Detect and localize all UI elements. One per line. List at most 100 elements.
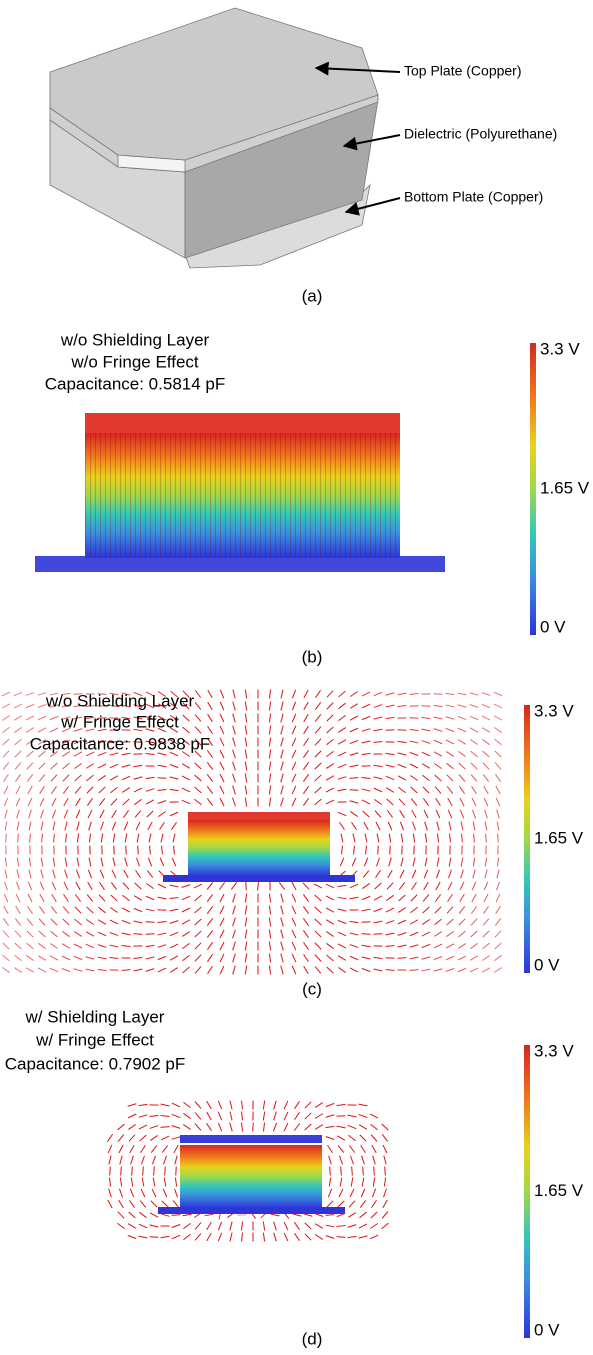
field-arrow <box>182 714 190 722</box>
field-arrow <box>62 918 70 926</box>
field-arrow <box>384 1166 386 1176</box>
field-arrow <box>280 773 284 783</box>
field-arrow <box>291 761 297 771</box>
field-arrow <box>182 738 190 746</box>
field-arrow <box>458 918 466 926</box>
field-arrow <box>361 799 371 805</box>
field-arrow <box>194 1123 202 1131</box>
field-arrow <box>364 833 368 843</box>
field-arrow <box>325 763 335 769</box>
field-arrow <box>194 726 202 734</box>
field-arrow <box>447 809 453 819</box>
field-arrow <box>361 788 371 792</box>
field-arrow <box>121 692 131 696</box>
field-arrow <box>157 955 167 961</box>
field-arrow <box>109 740 119 744</box>
field-arrow <box>280 929 284 939</box>
field-arrow <box>98 894 106 902</box>
field-arrow <box>232 905 236 915</box>
field-arrow <box>302 918 310 926</box>
field-arrow <box>447 797 453 807</box>
field-arrow <box>64 821 68 831</box>
field-arrow <box>3 797 9 807</box>
field-arrow <box>303 941 309 951</box>
field-arrow <box>326 942 334 950</box>
field-arrow <box>232 917 236 927</box>
field-arrow <box>147 821 153 831</box>
field-arrow <box>400 833 404 843</box>
field-arrow <box>280 917 284 927</box>
field-arrow <box>326 954 334 962</box>
field-arrow <box>241 1111 243 1121</box>
field-arrow <box>375 821 381 831</box>
field-arrow <box>389 845 391 855</box>
field-arrow <box>326 726 334 734</box>
field-arrow <box>50 774 58 782</box>
field-arrow <box>133 920 143 924</box>
field-arrow <box>112 857 116 867</box>
field-arrow <box>268 689 272 699</box>
field-arrow <box>111 809 117 819</box>
field-arrow <box>172 1200 180 1208</box>
field-arrow <box>232 953 236 963</box>
field-arrow <box>219 965 225 975</box>
field-arrow <box>325 787 335 793</box>
field-arrow <box>341 845 343 855</box>
field-arrow <box>25 967 35 973</box>
field-arrow <box>85 740 95 744</box>
field-arrow <box>469 955 479 961</box>
field-plot <box>158 1135 345 1214</box>
field-arrow <box>326 1200 334 1208</box>
field-arrow <box>470 750 478 758</box>
field-arrow <box>145 788 155 792</box>
field-arrow <box>98 775 106 781</box>
field-arrow <box>314 942 322 950</box>
field-arrow <box>181 895 191 901</box>
field-arrow <box>37 727 47 733</box>
field-arrow <box>51 893 57 903</box>
field-arrow <box>1 703 11 709</box>
plot-title: Capacitance: 0.9838 pF <box>30 734 211 753</box>
field-arrow <box>133 933 143 935</box>
field-arrow <box>314 1113 324 1119</box>
field-arrow <box>397 957 407 959</box>
colorbar <box>524 1045 530 1338</box>
field-arrow <box>445 704 455 708</box>
field-arrow <box>448 869 452 879</box>
field-arrow <box>117 1222 125 1230</box>
field-arrow <box>204 1213 214 1217</box>
field-arrow <box>138 1114 148 1118</box>
field-arrow <box>494 727 502 733</box>
field-arrow <box>445 692 455 696</box>
field-arrow <box>182 702 190 710</box>
field-arrow <box>88 821 92 831</box>
field-arrow <box>128 1200 136 1208</box>
field-arrow <box>138 1103 148 1107</box>
plot-title: w/ Shielding Layer <box>25 1007 165 1026</box>
field-arrow <box>50 750 58 758</box>
field-arrow <box>291 881 297 891</box>
field-arrow <box>385 729 395 731</box>
field-arrow <box>133 776 143 780</box>
field-arrow <box>50 906 58 914</box>
field-arrow <box>109 907 119 913</box>
field-arrow <box>336 1125 346 1129</box>
field-arrow <box>409 919 419 925</box>
field-arrow <box>128 1124 136 1130</box>
field-arrow <box>325 775 335 781</box>
field-arrow <box>13 967 23 973</box>
field-arrow <box>182 966 190 974</box>
field-arrow <box>137 845 139 855</box>
field-arrow <box>40 809 44 819</box>
field-arrow <box>280 689 284 699</box>
field-arrow <box>108 1188 112 1198</box>
field-arrow <box>303 953 309 963</box>
field-arrow <box>219 689 225 699</box>
field-arrow <box>244 773 248 783</box>
field-arrow <box>283 1122 289 1132</box>
field-arrow <box>88 857 92 867</box>
field-arrow <box>361 752 371 756</box>
field-arrow <box>434 762 442 770</box>
field-arrow <box>349 932 359 936</box>
field-arrow <box>145 799 155 805</box>
